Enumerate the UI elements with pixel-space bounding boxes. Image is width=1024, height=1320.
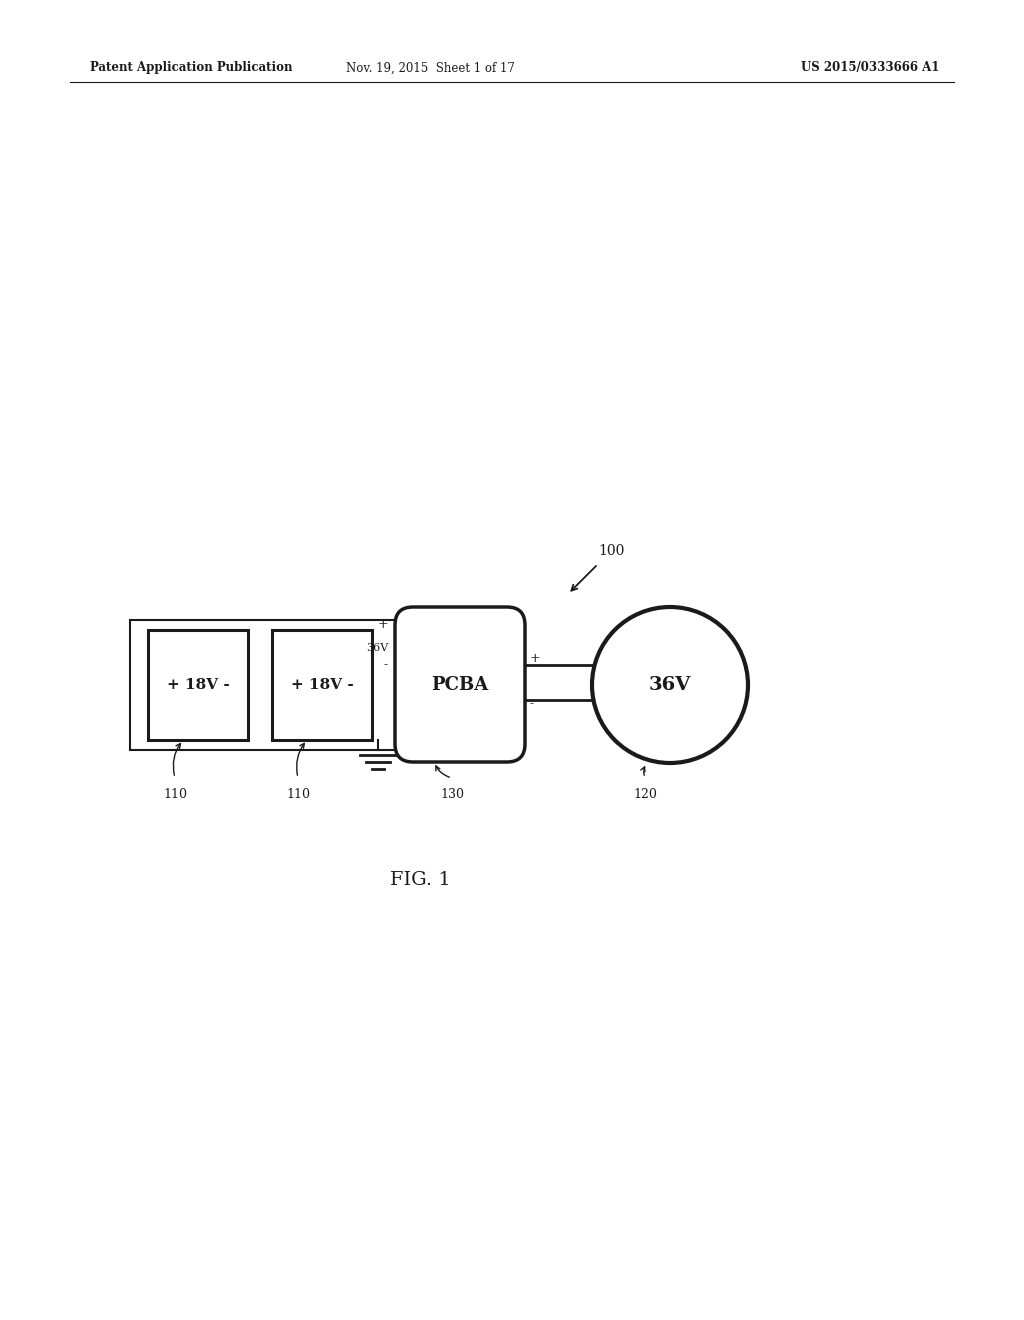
Text: 110: 110 (163, 788, 187, 801)
Text: 110: 110 (286, 788, 310, 801)
Text: -: - (530, 697, 535, 710)
Text: + 18V -: + 18V - (167, 678, 229, 692)
Text: 36V: 36V (366, 643, 388, 653)
Text: PCBA: PCBA (431, 676, 488, 693)
Text: FIG. 1: FIG. 1 (389, 871, 451, 888)
Text: +: + (378, 619, 388, 631)
Text: 120: 120 (633, 788, 657, 801)
Text: + 18V -: + 18V - (291, 678, 353, 692)
Text: +: + (530, 652, 541, 664)
Text: Patent Application Publication: Patent Application Publication (90, 62, 293, 74)
Text: 130: 130 (440, 788, 464, 801)
FancyBboxPatch shape (272, 630, 372, 741)
Text: -: - (384, 659, 388, 672)
FancyBboxPatch shape (130, 620, 520, 750)
Circle shape (592, 607, 748, 763)
Text: 100: 100 (598, 544, 625, 558)
Text: Nov. 19, 2015  Sheet 1 of 17: Nov. 19, 2015 Sheet 1 of 17 (345, 62, 514, 74)
Text: US 2015/0333666 A1: US 2015/0333666 A1 (801, 62, 939, 74)
Text: 36V: 36V (649, 676, 691, 694)
FancyBboxPatch shape (148, 630, 248, 741)
FancyBboxPatch shape (395, 607, 525, 762)
